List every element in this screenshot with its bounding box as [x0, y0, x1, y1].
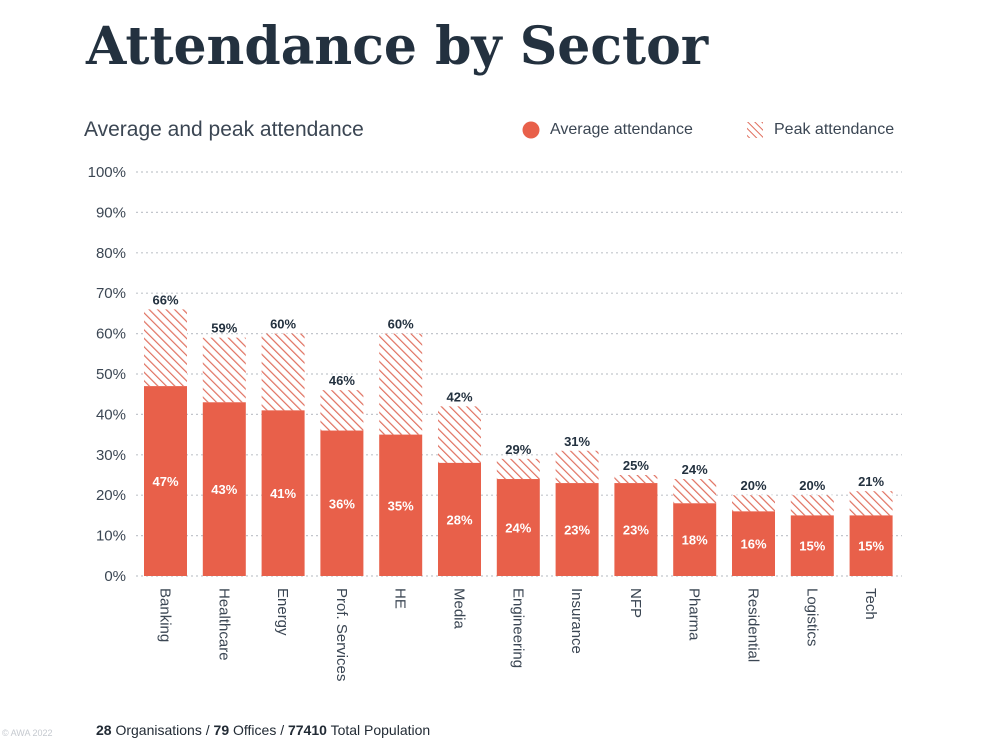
attendance-chart: 0% 10% 20% 30% 40% 50% 60% 70% 80% 90% 100% 66% 47% B…	[88, 164, 902, 681]
average-bar	[614, 483, 658, 576]
category-label: Pharma	[686, 588, 703, 641]
peak-value-label: 66%	[152, 292, 178, 307]
y-tick-label: 50%	[96, 366, 126, 383]
average-value-label: 15%	[858, 539, 884, 554]
average-value-label: 35%	[388, 498, 414, 513]
y-tick-label: 20%	[96, 487, 126, 504]
y-tick-label: 100%	[88, 164, 126, 181]
average-value-label: 16%	[740, 537, 766, 552]
peak-value-label: 42%	[446, 389, 472, 404]
peak-bar	[790, 495, 834, 516]
peak-value-label: 21%	[858, 474, 884, 489]
office-label: Offices /	[233, 722, 285, 738]
peak-bar	[673, 479, 717, 504]
peak-bar	[496, 458, 540, 480]
average-bar	[379, 434, 423, 576]
peak-value-label: 24%	[682, 462, 708, 477]
peak-bar	[732, 495, 775, 512]
peak-bar	[144, 309, 187, 387]
average-value-label: 18%	[682, 533, 708, 548]
average-value-label: 23%	[623, 523, 649, 538]
peak-bar	[849, 491, 893, 516]
average-value-label: 28%	[446, 512, 472, 527]
average-bar	[144, 386, 187, 576]
category-label: Engineering	[509, 588, 526, 668]
peak-value-label: 25%	[623, 458, 649, 473]
org-label: Organisations /	[115, 722, 210, 738]
page-title: Attendance by Sector	[86, 16, 709, 77]
legend-label-peak: Peak attendance	[774, 121, 895, 138]
peak-bar	[438, 406, 481, 463]
peak-value-label: 59%	[211, 321, 237, 336]
peak-bar	[320, 390, 364, 431]
peak-value-label: 31%	[564, 434, 590, 449]
category-label: Prof. Services	[333, 588, 350, 681]
y-tick-label: 60%	[96, 326, 126, 343]
category-label: Energy	[274, 588, 291, 636]
y-tick-label: 0%	[104, 568, 126, 585]
org-count: 28	[96, 722, 112, 738]
y-tick-label: 80%	[96, 245, 126, 262]
average-bar	[732, 511, 775, 576]
category-label: Media	[451, 588, 468, 630]
average-bar	[849, 515, 893, 576]
average-bar	[555, 483, 599, 576]
peak-bar	[555, 450, 599, 484]
peak-value-label: 60%	[270, 317, 296, 332]
y-tick-label: 10%	[96, 528, 126, 545]
population-count: 77410	[287, 722, 327, 738]
average-value-label: 24%	[505, 521, 531, 536]
peak-hatch-icon	[747, 122, 763, 138]
average-bar	[673, 503, 717, 576]
footer-summary: 28 Organisations / 79 Offices / 77410 To…	[96, 722, 430, 738]
average-bar	[261, 410, 305, 576]
average-value-label: 47%	[152, 474, 178, 489]
category-label: Healthcare	[215, 588, 232, 661]
office-count: 79	[213, 722, 230, 738]
category-label: Logistics	[803, 588, 820, 646]
category-label: NFP	[627, 588, 644, 618]
average-value-label: 23%	[564, 523, 590, 538]
peak-bar	[202, 337, 246, 403]
average-bar	[202, 402, 246, 576]
peak-bar	[614, 475, 658, 484]
average-bar	[320, 430, 364, 576]
y-tick-label: 70%	[96, 285, 126, 302]
average-circle-icon	[522, 121, 540, 139]
peak-bar	[261, 333, 305, 411]
legend-item-average: Average attendance	[522, 121, 693, 139]
y-tick-label: 30%	[96, 447, 126, 464]
peak-value-label: 29%	[505, 442, 531, 457]
population-label: Total Population	[330, 722, 431, 738]
average-bar	[790, 515, 834, 576]
category-label: Residential	[745, 588, 762, 662]
average-value-label: 43%	[211, 482, 237, 497]
chart-subtitle: Average and peak attendance	[84, 118, 364, 141]
legend-label-average: Average attendance	[550, 121, 693, 138]
average-value-label: 15%	[799, 539, 825, 554]
peak-value-label: 20%	[740, 478, 766, 493]
category-label: HE	[392, 588, 409, 609]
legend-item-peak: Peak attendance	[746, 121, 894, 139]
peak-value-label: 46%	[329, 373, 355, 388]
category-label: Tech	[862, 588, 879, 620]
peak-value-label: 60%	[388, 317, 414, 332]
copyright-notice: © AWA 2022	[2, 728, 53, 738]
category-label: Insurance	[568, 588, 585, 654]
average-bar	[438, 462, 481, 576]
y-tick-label: 40%	[96, 406, 126, 423]
average-bar	[496, 479, 540, 576]
peak-bar	[379, 333, 423, 435]
peak-value-label: 20%	[799, 478, 825, 493]
average-value-label: 36%	[329, 496, 355, 511]
y-tick-label: 90%	[96, 204, 126, 221]
average-value-label: 41%	[270, 486, 296, 501]
category-label: Banking	[157, 588, 174, 642]
